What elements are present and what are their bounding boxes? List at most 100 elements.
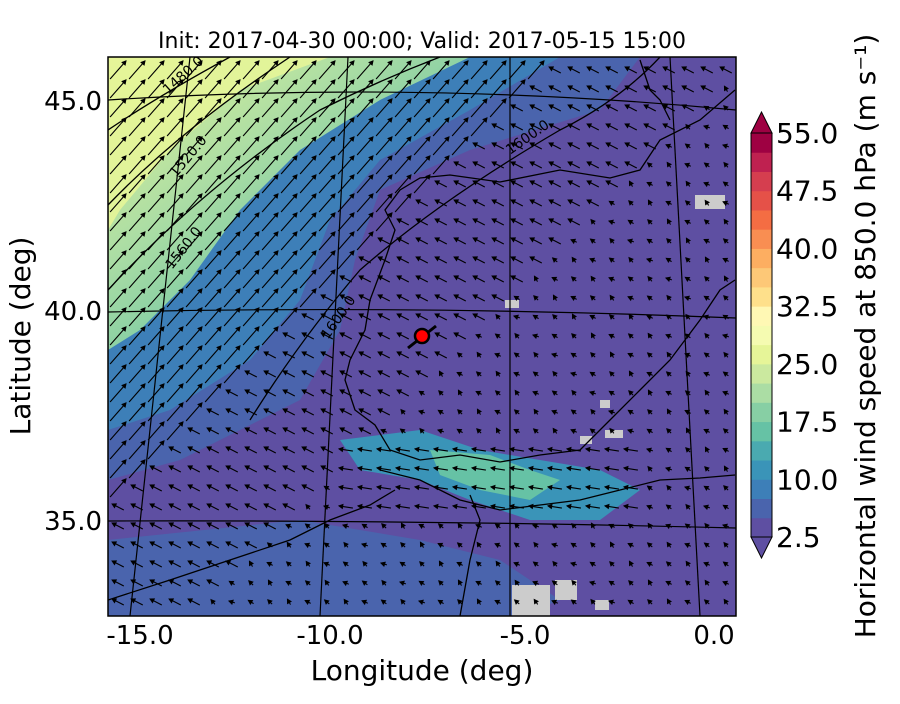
wind-arrow-head [273,60,279,66]
wind-arrow-head [140,174,146,180]
wind-arrow-head [494,580,501,586]
wind-arrow-head [529,142,536,148]
speed-region-gibraltar-core [430,450,560,500]
wind-arrow-head [463,60,469,66]
wind-arrow-head [168,541,175,547]
wind-arrow-head [472,313,479,319]
wind-arrow-head [178,79,184,85]
wind-arrow-head [666,428,672,434]
wind-arrow-head [121,155,127,161]
wind-arrow-head [548,218,555,224]
wind-arrow-head [529,218,536,224]
wind-arrow-head [187,541,194,547]
wind-arrow-head [570,371,576,378]
colorbar-segment [751,421,772,442]
wind-arrow-head [282,332,289,338]
wind-arrow-head [684,333,691,339]
wind-arrow-head [685,180,692,187]
wind-arrow-head [551,523,558,529]
wind-arrow-head [548,85,555,91]
wind-arrow-head [149,541,156,547]
wind-arrow-head [647,579,653,586]
wind-arrow-head [546,465,553,472]
wind-arrow-head [368,136,374,142]
wind-arrow-head [609,561,615,567]
wind-arrow-head [603,465,610,472]
wind-arrow-head [703,238,710,244]
wind-arrow-head [111,522,118,528]
colorbar-segment [751,325,772,346]
wind-arrow-head [140,288,146,294]
wind-arrow-head [225,408,232,414]
wind-arrow-head [529,104,536,110]
wind-arrow-head [665,333,672,340]
wind-arrow-head [647,275,653,282]
wind-arrow-head [178,231,184,237]
wind-arrow-head [387,79,393,85]
wind-arrow-head [529,180,536,186]
wind-arrow-head [121,212,127,218]
wind-arrow-head [197,98,203,104]
wind-arrow-head [703,485,710,491]
wind-arrow-head [254,212,260,218]
wind-arrow-head [121,250,127,256]
wind-arrow-head [722,390,729,397]
wind-arrow-head [666,294,672,301]
wind-arrow-head [513,599,520,605]
wind-arrow-head [589,580,595,587]
wind-arrow-head [453,294,460,300]
wind-arrow-head [248,560,254,567]
wind-arrow-head [608,599,614,606]
wind-arrow-head [292,79,298,85]
wind-arrow-head [140,421,146,427]
wind-arrow-head [244,370,251,376]
wind-arrow-head [368,98,374,104]
wind-arrow-head [254,326,260,332]
wind-arrow-head [425,98,431,104]
wind-arrow-head [662,85,669,91]
wind-arrow-head [187,484,194,490]
wind-arrow-head [292,98,298,104]
colorbar-segment [751,383,772,403]
wind-arrow-head [609,294,616,301]
wind-arrow-head [381,579,387,586]
wind-arrow-head [425,155,431,161]
x-axis-label: Longitude (deg) [311,654,534,687]
wind-arrow-head [149,598,156,604]
wind-arrow-head [647,522,654,529]
wind-arrow-head [273,79,279,85]
wind-arrow-head [722,181,729,187]
wind-arrow-head [168,560,175,566]
wind-arrow-head [159,345,165,351]
wind-arrow-head [590,275,597,282]
wind-arrow-head [453,275,460,281]
wind-arrow-head [510,199,517,205]
wind-arrow-head [589,371,596,377]
wind-arrow-head [216,174,222,180]
wind-arrow-head [415,199,422,205]
wind-arrow-head [387,98,393,104]
wind-arrow-head [285,523,292,530]
wind-arrow-head [285,580,292,586]
wind-arrow-head [567,142,574,148]
wind-arrow-head [627,295,634,302]
wind-arrow-head [339,427,346,433]
wind-arrow-head [263,446,270,452]
wind-arrow-head [722,238,729,244]
wind-arrow-head [704,579,711,586]
wind-arrow-head [159,60,165,66]
wind-arrow-head [330,231,336,237]
wind-arrow-head [320,294,327,300]
wind-arrow-head [609,237,615,244]
wind-arrow-head [608,219,614,226]
wind-arrow-head [130,484,137,490]
wind-arrow-head [292,212,298,218]
wind-arrow-head [387,136,393,142]
wind-arrow-head [197,231,203,237]
colorbar-segment [751,209,772,230]
wind-arrow-head [399,561,406,567]
wind-arrow-head [235,98,241,104]
wind-arrow-head [567,199,574,205]
wind-arrow-head [453,161,460,167]
wind-arrow-head [684,390,691,396]
